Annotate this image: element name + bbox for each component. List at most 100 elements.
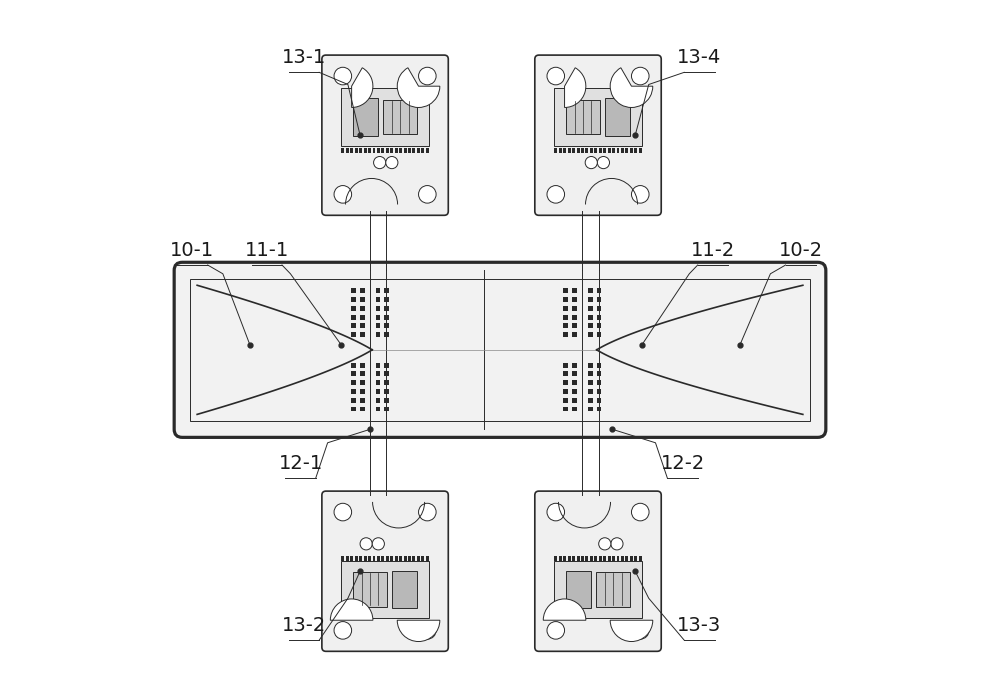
Bar xyxy=(351,323,356,329)
Circle shape xyxy=(419,185,436,203)
Bar xyxy=(563,306,568,311)
Bar xyxy=(563,362,568,368)
Bar xyxy=(341,560,429,619)
Bar xyxy=(360,297,365,302)
Bar xyxy=(384,332,389,337)
Bar xyxy=(386,556,389,560)
Bar xyxy=(346,148,349,153)
Bar xyxy=(360,323,365,329)
Bar xyxy=(590,148,593,153)
Text: 13-2: 13-2 xyxy=(282,616,326,635)
Bar xyxy=(639,148,642,153)
Bar xyxy=(563,332,568,337)
Bar xyxy=(376,332,380,337)
Bar xyxy=(617,148,619,153)
Bar xyxy=(412,148,415,153)
Bar xyxy=(384,306,389,311)
Bar xyxy=(395,556,398,560)
Circle shape xyxy=(374,157,386,168)
Bar xyxy=(594,556,597,560)
Bar xyxy=(563,371,568,377)
Bar xyxy=(384,323,389,329)
Bar xyxy=(392,571,417,608)
Bar xyxy=(399,148,402,153)
Bar xyxy=(408,556,411,560)
Bar xyxy=(377,556,380,560)
Circle shape xyxy=(334,622,352,639)
Wedge shape xyxy=(330,599,373,621)
Circle shape xyxy=(360,538,372,550)
Bar xyxy=(350,556,353,560)
Bar xyxy=(360,288,365,293)
Bar xyxy=(412,556,415,560)
Bar xyxy=(384,288,389,293)
Bar xyxy=(594,148,597,153)
Bar xyxy=(360,371,365,377)
Bar xyxy=(599,556,602,560)
Bar xyxy=(597,297,601,302)
Bar xyxy=(368,556,371,560)
Bar xyxy=(381,148,384,153)
Bar xyxy=(568,148,571,153)
Bar xyxy=(572,406,577,412)
Bar xyxy=(630,148,633,153)
Bar xyxy=(588,332,593,337)
Circle shape xyxy=(372,538,384,550)
Bar xyxy=(588,380,593,385)
Bar xyxy=(384,314,389,320)
Bar xyxy=(417,148,420,153)
Bar xyxy=(426,148,429,153)
Text: 12-2: 12-2 xyxy=(660,454,705,473)
Bar xyxy=(563,148,566,153)
Bar xyxy=(568,556,571,560)
Bar xyxy=(634,148,637,153)
Circle shape xyxy=(419,622,436,639)
Bar xyxy=(360,306,365,311)
Bar xyxy=(376,371,380,377)
Bar xyxy=(590,556,593,560)
Wedge shape xyxy=(352,68,373,107)
Circle shape xyxy=(386,157,398,168)
Bar xyxy=(588,314,593,320)
Bar xyxy=(364,556,367,560)
Bar xyxy=(612,556,615,560)
Bar xyxy=(608,556,611,560)
Bar xyxy=(597,332,601,337)
Wedge shape xyxy=(610,68,653,107)
Bar xyxy=(572,389,577,394)
Bar xyxy=(566,99,600,135)
Bar xyxy=(376,323,380,329)
Bar xyxy=(421,556,424,560)
Bar xyxy=(572,314,577,320)
Bar xyxy=(559,148,562,153)
Bar xyxy=(351,380,356,385)
Bar xyxy=(359,148,362,153)
Bar xyxy=(376,380,380,385)
Bar xyxy=(563,288,568,293)
Wedge shape xyxy=(397,621,440,642)
Bar xyxy=(572,323,577,329)
Bar xyxy=(572,397,577,403)
Bar xyxy=(351,288,356,293)
FancyBboxPatch shape xyxy=(535,491,661,652)
Circle shape xyxy=(631,185,649,203)
FancyBboxPatch shape xyxy=(535,55,661,215)
Bar xyxy=(581,556,584,560)
Bar xyxy=(572,288,577,293)
Circle shape xyxy=(334,503,352,521)
Bar xyxy=(621,148,624,153)
Bar xyxy=(597,371,601,377)
Bar xyxy=(360,332,365,337)
Bar xyxy=(368,148,371,153)
FancyBboxPatch shape xyxy=(322,55,448,215)
Bar xyxy=(341,148,344,153)
Bar xyxy=(384,397,389,403)
Bar xyxy=(572,297,577,302)
Circle shape xyxy=(547,67,565,84)
Bar xyxy=(621,556,624,560)
Bar xyxy=(588,362,593,368)
Bar xyxy=(585,148,588,153)
Bar xyxy=(605,98,630,136)
Bar xyxy=(572,371,577,377)
Bar xyxy=(351,297,356,302)
